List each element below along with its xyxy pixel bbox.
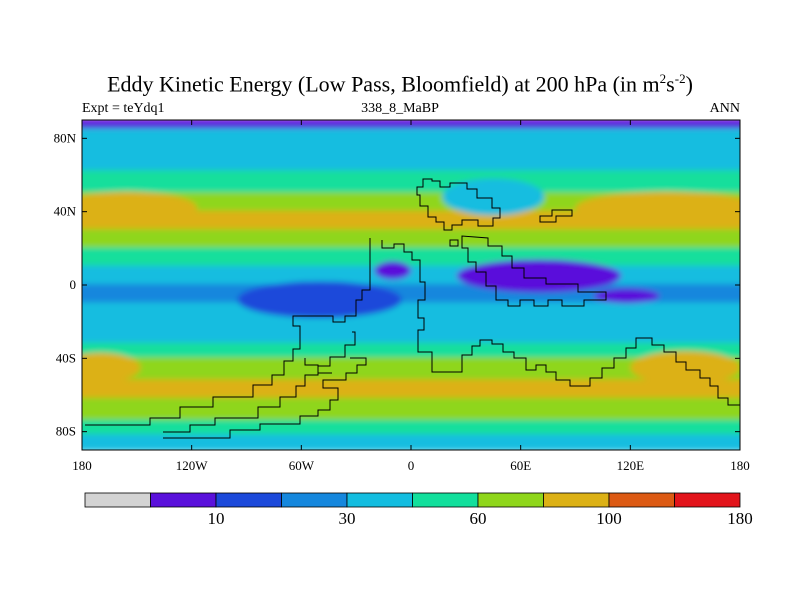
- contour-tropical-minimum-east: [456, 259, 622, 293]
- colorbar-label: 180: [727, 509, 753, 528]
- contour-band: [82, 247, 740, 268]
- contour-band: [82, 128, 740, 149]
- x-tick-label: 60W: [289, 458, 315, 473]
- chart-title: Eddy Kinetic Energy (Low Pass, Bloomfiel…: [107, 71, 693, 97]
- contour-north-continent-minimum: [442, 178, 545, 216]
- y-tick-label: 0: [70, 277, 77, 292]
- colorbar-label: 60: [470, 509, 487, 528]
- colorbar-swatch: [543, 492, 610, 508]
- x-tick-label: 120E: [617, 458, 645, 473]
- subtitle-left: Expt = teYdq1: [82, 101, 165, 116]
- colorbar-label: 100: [596, 509, 622, 528]
- contour-band: [82, 397, 740, 422]
- contour-band: [82, 357, 740, 382]
- contour-band: [82, 210, 740, 231]
- contour-band: [82, 434, 740, 450]
- y-tick-label: 80N: [54, 130, 77, 145]
- contour-north-atlantic-jet: [82, 191, 198, 225]
- subtitle-right: ANN: [709, 101, 740, 116]
- contour-band: [82, 265, 740, 286]
- x-tick-label: 180: [72, 458, 92, 473]
- x-tick-label: 120W: [176, 458, 209, 473]
- colorbar-swatch: [346, 492, 413, 508]
- x-tick-label: 0: [408, 458, 415, 473]
- y-tick-label: 40S: [56, 350, 76, 365]
- colorbar-swatch: [281, 492, 348, 508]
- colorbar-swatch: [674, 492, 741, 508]
- contour-southern-jet-west: [82, 352, 141, 383]
- contour-southern-jet-east: [630, 351, 740, 384]
- colorbar-swatch: [608, 492, 675, 508]
- contour-north-pacific-jet: [575, 191, 740, 225]
- colorbar: 10 30 60 100 180: [84, 492, 753, 528]
- contour-band: [82, 379, 740, 400]
- contour-band: [82, 146, 740, 173]
- colorbar-swatch: [215, 492, 282, 508]
- subtitle-center: 338_8_MaBP: [361, 101, 439, 116]
- x-tick-label: 60E: [510, 458, 531, 473]
- colorbar-swatch: [412, 492, 479, 508]
- contour-band: [82, 302, 740, 327]
- contour-band: [82, 120, 740, 131]
- contour-tropical-minimum-far-east: [593, 288, 660, 304]
- y-tick-label: 40N: [54, 204, 77, 219]
- y-axis: 80N 40N 0 40S 80S: [54, 130, 740, 439]
- map-plot-area: [82, 120, 740, 450]
- colorbar-label: 30: [339, 509, 356, 528]
- y-tick-label: 80S: [56, 424, 76, 439]
- contour-tropical-minimum-center: [374, 261, 411, 280]
- colorbar-swatch: [477, 492, 544, 508]
- contour-band: [82, 192, 740, 213]
- continent-outline: [85, 178, 740, 439]
- contour-band: [82, 342, 740, 360]
- contour-band: [82, 170, 740, 195]
- x-axis: 180 120W 60W 0 60E 120E 180: [72, 120, 750, 473]
- colorbar-label: 10: [208, 509, 225, 528]
- contour-band: [82, 324, 740, 345]
- colorbar-swatch: [150, 492, 217, 508]
- contour-tropical-minimum-west: [237, 281, 402, 318]
- contour-band: [82, 419, 740, 437]
- contour-band: [82, 229, 740, 250]
- x-tick-label: 180: [730, 458, 750, 473]
- colorbar-swatch: [84, 492, 151, 508]
